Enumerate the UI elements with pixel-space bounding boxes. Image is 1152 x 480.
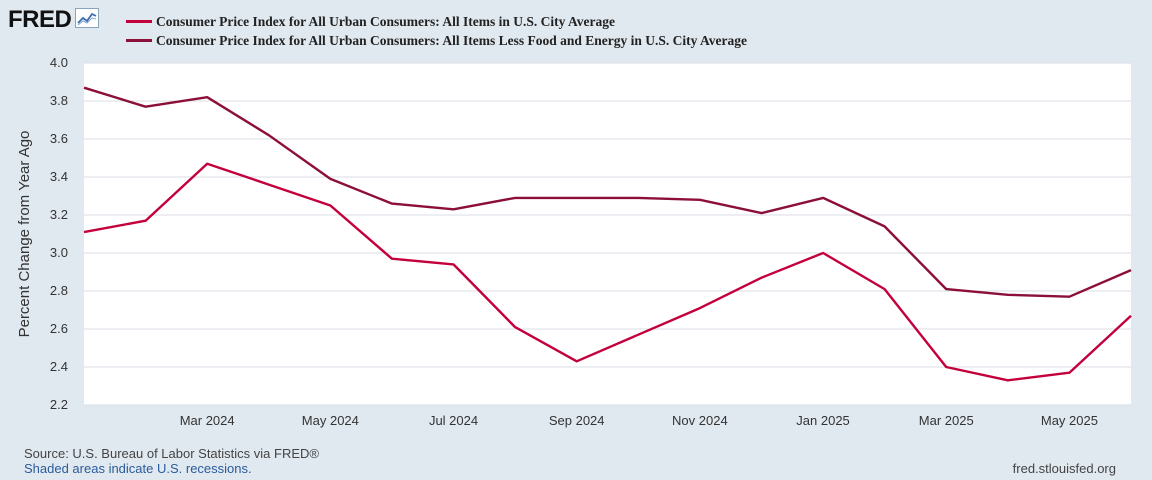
series-line-all-items[interactable] <box>83 162 1132 382</box>
chart-legend: Consumer Price Index for All Urban Consu… <box>126 12 747 50</box>
fred-url-link[interactable]: fred.stlouisfed.org <box>1012 461 1116 476</box>
series-line-core[interactable] <box>83 86 1132 298</box>
source-note: Source: U.S. Bureau of Labor Statistics … <box>24 446 319 461</box>
x-axis-ticks: Mar 2024 May 2024 Jul 2024 Sep 2024 Nov 2024… <box>180 413 1098 428</box>
fred-logo[interactable]: FRED <box>8 6 100 34</box>
legend-label-core: Consumer Price Index for All Urban Consu… <box>156 32 748 48</box>
x-tick-label: Nov 2024 <box>672 413 728 428</box>
legend-swatch-all-items <box>126 20 152 23</box>
y-tick-label: 3.8 <box>50 93 68 108</box>
y-tick-label: 2.6 <box>50 321 68 336</box>
y-axis-title: Percent Change from Year Ago <box>16 131 33 338</box>
y-tick-label: 3.6 <box>50 131 68 146</box>
y-tick-label: 4.0 <box>50 55 68 70</box>
series-lines <box>83 86 1132 382</box>
x-tick-label: Sep 2024 <box>549 413 605 428</box>
legend-swatch-core <box>126 39 152 42</box>
x-tick-label: Mar 2025 <box>919 413 974 428</box>
x-tick-label: May 2024 <box>302 413 359 428</box>
x-tick-label: May 2025 <box>1041 413 1098 428</box>
y-tick-label: 3.2 <box>50 207 68 222</box>
y-tick-label: 3.4 <box>50 169 68 184</box>
x-tick-label: Mar 2024 <box>180 413 235 428</box>
y-tick-label: 2.8 <box>50 283 68 298</box>
legend-item-core[interactable]: Consumer Price Index for All Urban Consu… <box>126 31 747 50</box>
y-tick-label: 3.0 <box>50 245 68 260</box>
cpi-line-chart: 2.22.42.62.83.03.23.43.63.84.0 Mar 2024 M… <box>16 55 1132 428</box>
line-chart-icon <box>75 7 100 33</box>
y-axis-ticks: 2.2 2.4 2.6 2.8 3.0 3.2 3.4 3.6 3.8 4.0 <box>50 55 68 412</box>
recession-note: Shaded areas indicate U.S. recessions. <box>24 461 252 476</box>
plot-area <box>84 63 1131 405</box>
x-tick-label: Jul 2024 <box>429 413 478 428</box>
x-tick-label: Jan 2025 <box>796 413 850 428</box>
y-tick-label: 2.2 <box>50 397 68 412</box>
legend-item-all-items[interactable]: Consumer Price Index for All Urban Consu… <box>126 12 747 31</box>
legend-label-all-items: Consumer Price Index for All Urban Consu… <box>156 13 615 29</box>
fred-logo-text: FRED <box>8 6 72 33</box>
gridlines <box>84 62 1131 406</box>
y-tick-label: 2.4 <box>50 359 68 374</box>
